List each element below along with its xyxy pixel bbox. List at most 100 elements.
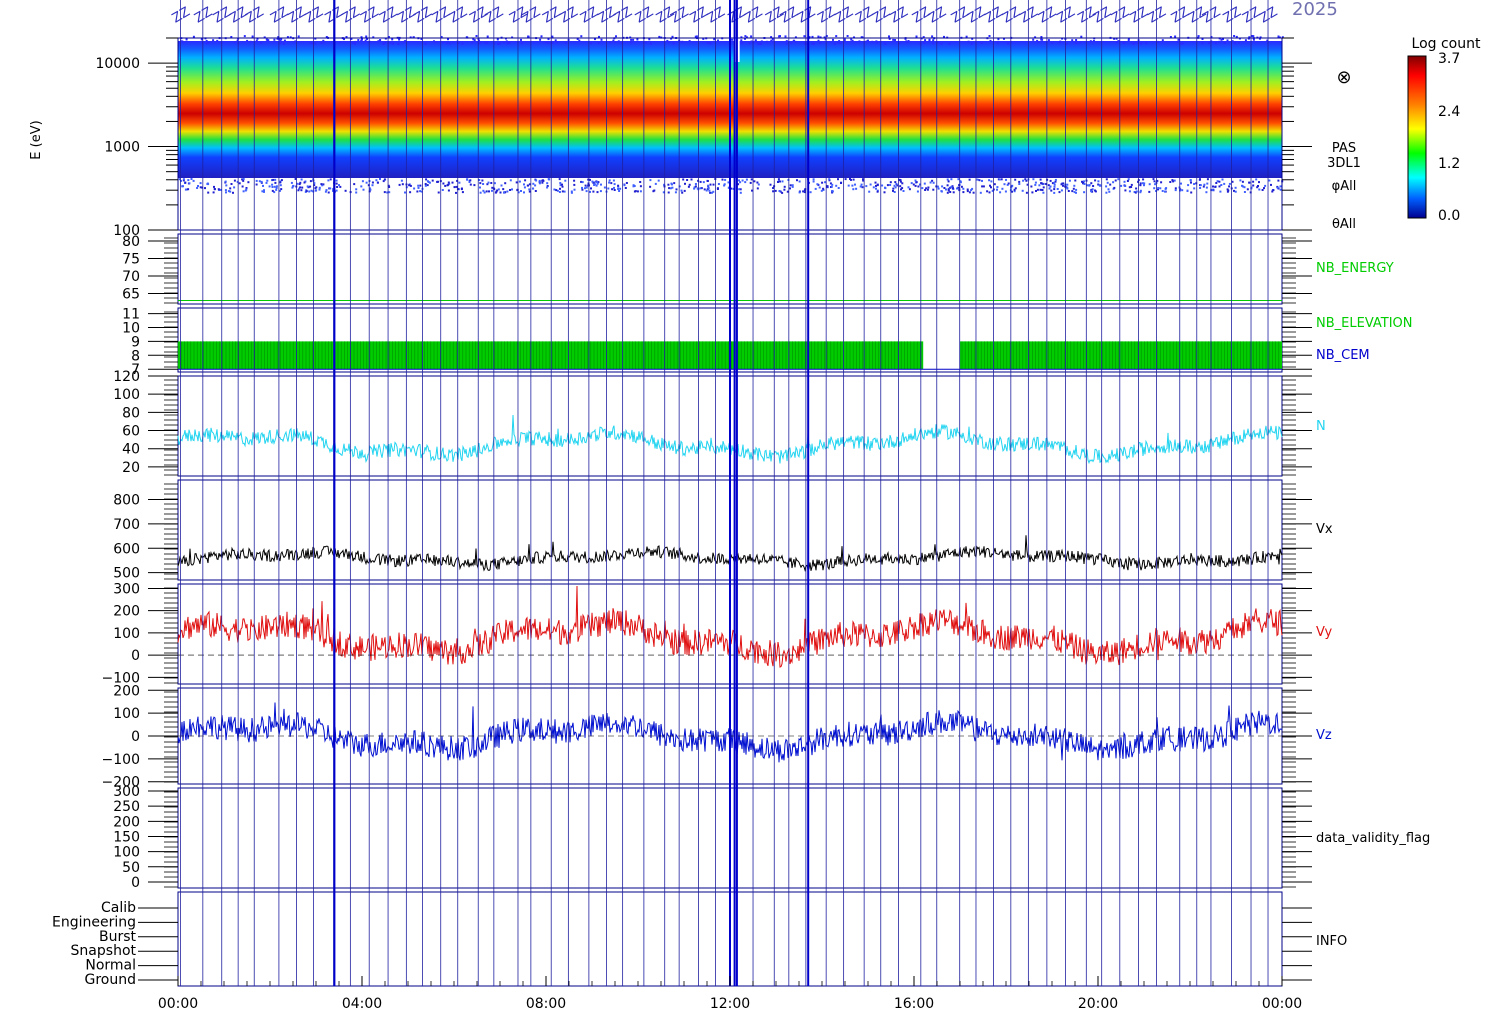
spectrogram-speckle — [581, 181, 584, 184]
spectrogram-speckle — [408, 184, 411, 187]
spectrogram-speckle — [1083, 180, 1085, 183]
spectrogram-speckle — [956, 187, 958, 190]
marker-glyph: ZZ — [558, 5, 581, 27]
spectrogram-speckle — [329, 187, 332, 190]
spectrogram-speckle — [1193, 187, 1196, 190]
spectrogram-speckle — [1047, 39, 1050, 42]
spectrogram-speckle — [1171, 179, 1174, 182]
spectrogram-speckle — [924, 39, 927, 42]
spectrogram-speckle — [1143, 182, 1146, 185]
spectrogram-speckle — [630, 41, 633, 44]
spectrogram-speckle — [774, 189, 777, 192]
spectrogram-speckle — [865, 40, 868, 43]
spectrogram-speckle — [959, 180, 962, 183]
spectrogram-speckle — [600, 38, 603, 41]
spectrogram-speckle — [1244, 39, 1247, 42]
y-tick-label: 7 — [131, 362, 140, 378]
spectrogram-speckle — [693, 187, 696, 190]
spectrogram-speckle — [1090, 182, 1093, 185]
spectrogram-speckle — [1053, 183, 1056, 186]
spectrogram-speckle — [448, 42, 451, 45]
y-tick-label: 40 — [122, 442, 140, 458]
spectrogram-speckle — [884, 42, 887, 45]
spectrogram-speckle — [967, 40, 970, 43]
spectrogram-speckle — [965, 35, 968, 38]
spectrogram-speckle — [1112, 181, 1115, 184]
spectrogram-speckle — [804, 42, 806, 45]
spectrogram-speckle — [314, 37, 317, 40]
spectrogram-speckle — [1174, 187, 1177, 190]
spectrogram-speckle — [1090, 189, 1093, 192]
x-tick-label: 04:00 — [342, 996, 382, 1012]
y-tick-label: 80 — [122, 405, 140, 421]
spectrogram-speckle — [1060, 183, 1063, 186]
spectrogram-speckle — [229, 190, 232, 193]
spectrogram-speckle — [442, 182, 445, 185]
spectrogram-speckle — [608, 179, 611, 182]
spectrogram-speckle — [506, 42, 509, 45]
marker-glyph: ZZ — [1146, 5, 1169, 27]
spectrogram-speckle — [966, 190, 969, 193]
spectrogram-speckle — [1243, 191, 1246, 193]
spectrogram-speckle — [907, 186, 910, 189]
spectrogram-speckle — [494, 191, 497, 194]
spectrogram-speckle — [1032, 38, 1035, 41]
spectrogram-speckle — [294, 40, 297, 43]
spectrogram-speckle — [772, 190, 775, 193]
spectrogram-speckle — [1220, 184, 1223, 186]
spectrogram-speckle — [486, 35, 489, 38]
spectrogram-speckle — [289, 36, 292, 39]
spectrogram-speckle — [1205, 191, 1208, 194]
spectrogram-speckle — [405, 186, 408, 189]
spectrogram-speckle — [755, 41, 758, 43]
spectrogram-speckle — [947, 180, 950, 183]
spectrogram-speckle — [532, 182, 535, 185]
spectrogram-speckle — [881, 184, 884, 187]
spectrogram-speckle — [559, 184, 562, 187]
spectrogram-speckle — [455, 191, 457, 194]
spectrogram-speckle — [247, 181, 250, 184]
spectrogram-speckle — [1211, 188, 1214, 191]
y-tick-label: 0 — [131, 729, 140, 745]
spectrogram-speckle — [717, 183, 720, 185]
header-date: 2025 — [1292, 0, 1338, 20]
spectrogram-speckle — [329, 178, 332, 181]
spectrogram-speckle — [505, 40, 508, 43]
spectrogram-speckle — [649, 185, 652, 188]
spectrogram-speckle — [442, 41, 445, 44]
spectrogram-speckle — [600, 183, 602, 186]
spectrogram-speckle — [1156, 179, 1159, 182]
marker-glyph: ZZ — [795, 5, 818, 27]
spectrogram-speckle — [971, 37, 974, 40]
spectrogram-speckle — [744, 37, 746, 40]
spectrogram-speckle — [632, 185, 635, 188]
spectrogram-speckle — [558, 191, 561, 193]
spectrogram-speckle — [613, 186, 615, 189]
spectrogram-speckle — [1261, 189, 1264, 191]
spectrogram-speckle — [694, 185, 697, 188]
spectrogram-speckle — [1272, 189, 1275, 192]
spectrogram-speckle — [413, 187, 416, 190]
spectrogram-speckle — [803, 189, 806, 192]
spectrogram-speckle — [1252, 180, 1255, 183]
spectrogram-speckle — [712, 190, 715, 193]
spectrogram-speckle — [1154, 183, 1157, 186]
spectrogram-speckle — [309, 185, 312, 188]
y-tick-label: Burst — [99, 929, 137, 945]
spectrogram-speckle — [488, 190, 490, 193]
spec-symbol: ⊗ — [1336, 67, 1351, 88]
spectrogram-speckle — [830, 185, 833, 188]
spectrogram-speckle — [968, 178, 971, 181]
spectrogram-speckle — [205, 40, 208, 42]
spectrogram-speckle — [1000, 178, 1003, 181]
spectrogram-speckle — [1208, 41, 1210, 44]
spectrogram-speckle — [379, 178, 381, 180]
spectrogram-speckle — [360, 185, 363, 188]
spectrogram-speckle — [1138, 41, 1140, 44]
spectrogram-speckle — [190, 178, 193, 180]
spectrogram-speckle — [1107, 188, 1110, 191]
spectrogram-speckle — [927, 186, 930, 189]
spectrogram-speckle — [1198, 178, 1201, 181]
spectrogram-speckle — [990, 180, 993, 183]
spectrogram-speckle — [896, 184, 899, 187]
